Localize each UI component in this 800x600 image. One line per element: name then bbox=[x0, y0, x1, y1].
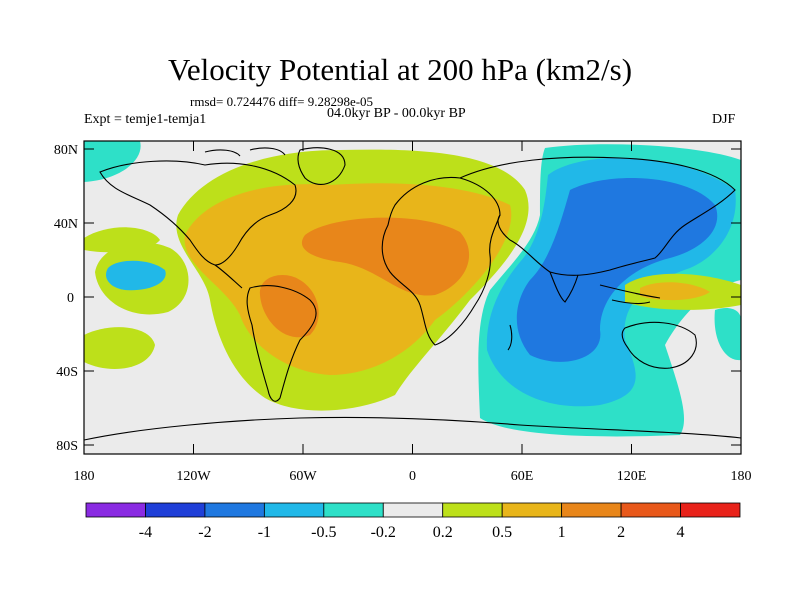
colorbar-label: -2 bbox=[198, 524, 211, 541]
positive-contour-1b bbox=[301, 217, 470, 296]
contour-field bbox=[84, 141, 741, 454]
lon-label-120E: 120E bbox=[617, 469, 647, 484]
lat-label-40N: 40N bbox=[54, 217, 78, 232]
lon-label-120W: 120W bbox=[176, 469, 211, 484]
colorbar-label: -0.5 bbox=[311, 524, 336, 541]
colorbar-swatch bbox=[145, 502, 206, 518]
colorbar-label: -0.2 bbox=[371, 524, 396, 541]
lon-tick-marks bbox=[83, 141, 742, 454]
lat-label-80N: 80N bbox=[54, 143, 78, 158]
stats-line: rmsd= 0.724476 diff= 9.28298e-05 bbox=[190, 94, 374, 109]
colorbar-label: -4 bbox=[139, 524, 152, 541]
season-label: DJF bbox=[712, 112, 736, 127]
colorbar-swatch bbox=[263, 502, 325, 518]
colorbar-swatch bbox=[85, 502, 146, 518]
colorbar-label: 0.2 bbox=[433, 524, 453, 541]
lat-label-40S: 40S bbox=[56, 365, 78, 380]
coastlines bbox=[84, 147, 741, 441]
positive-contour-maritime-inner bbox=[640, 282, 710, 301]
colorbar bbox=[85, 502, 741, 518]
positive-contour-pacific-south bbox=[84, 327, 155, 369]
lon-label-60W: 60W bbox=[289, 469, 317, 484]
colorbar-swatch bbox=[442, 502, 503, 518]
colorbar-label: -1 bbox=[258, 524, 271, 541]
colorbar-swatch bbox=[680, 502, 741, 518]
lon-label-0: 0 bbox=[409, 469, 416, 484]
negative-contour-west-pacific bbox=[105, 260, 166, 291]
colorbar-swatch bbox=[204, 502, 265, 518]
lon-label-180w: 180 bbox=[74, 469, 95, 484]
colorbar-swatch bbox=[561, 502, 622, 518]
colorbar-swatch bbox=[382, 502, 444, 518]
positive-contour-1 bbox=[259, 275, 319, 338]
colorbar-swatch bbox=[323, 502, 384, 518]
lon-label-60E: 60E bbox=[511, 469, 534, 484]
colorbar-swatch bbox=[620, 502, 681, 518]
colorbar-swatch bbox=[501, 502, 563, 518]
colorbar-label: 1 bbox=[558, 524, 566, 541]
lat-label-0: 0 bbox=[67, 291, 74, 306]
negative-contour-arctic-left bbox=[84, 141, 141, 182]
positive-contour-pacific-north bbox=[84, 227, 160, 253]
negative-contour-1 bbox=[516, 178, 718, 362]
lat-tick-marks bbox=[84, 148, 741, 446]
experiment-label: Expt = temje1-temja1 bbox=[84, 112, 207, 127]
period-label: 04.0kyr BP - 00.0kyr BP bbox=[327, 106, 466, 121]
lon-label-180e: 180 bbox=[731, 469, 752, 484]
lat-label-80S: 80S bbox=[56, 439, 78, 454]
negative-contour-south-pacific-east bbox=[714, 308, 741, 361]
colorbar-label: 2 bbox=[617, 524, 625, 541]
plot-title: Velocity Potential at 200 hPa (km2/s) bbox=[167, 52, 633, 87]
colorbar-label: 0.5 bbox=[492, 524, 512, 541]
colorbar-label: 4 bbox=[677, 524, 685, 541]
colorbar-labels: -4 -2 -1 -0.5 -0.2 0.2 0.5 1 2 4 bbox=[139, 524, 685, 541]
